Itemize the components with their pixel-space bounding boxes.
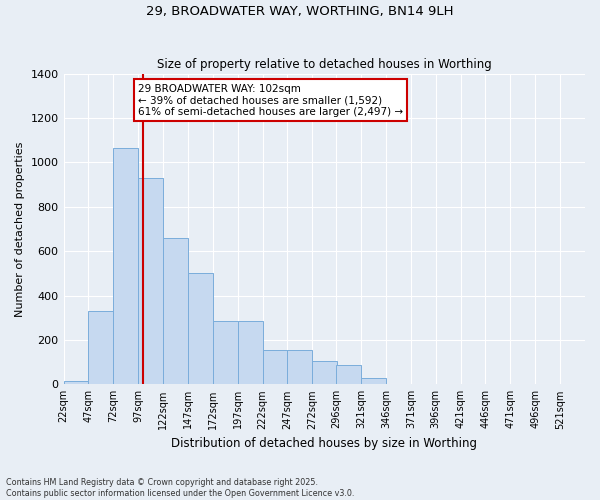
Bar xyxy=(113,148,138,384)
Text: 29, BROADWATER WAY, WORTHING, BN14 9LH: 29, BROADWATER WAY, WORTHING, BN14 9LH xyxy=(146,5,454,18)
Text: 29 BROADWATER WAY: 102sqm
← 39% of detached houses are smaller (1,592)
61% of se: 29 BROADWATER WAY: 102sqm ← 39% of detac… xyxy=(138,84,403,116)
Bar xyxy=(238,321,263,384)
Bar xyxy=(287,350,313,384)
Bar xyxy=(88,311,113,384)
Bar xyxy=(263,350,287,384)
Bar xyxy=(188,274,213,384)
Y-axis label: Number of detached properties: Number of detached properties xyxy=(15,141,25,316)
Text: Contains HM Land Registry data © Crown copyright and database right 2025.
Contai: Contains HM Land Registry data © Crown c… xyxy=(6,478,355,498)
X-axis label: Distribution of detached houses by size in Worthing: Distribution of detached houses by size … xyxy=(171,437,477,450)
Bar xyxy=(64,381,88,384)
Bar xyxy=(361,378,386,384)
Title: Size of property relative to detached houses in Worthing: Size of property relative to detached ho… xyxy=(157,58,491,71)
Bar xyxy=(163,238,188,384)
Bar xyxy=(213,321,238,384)
Bar xyxy=(336,366,361,384)
Bar xyxy=(313,361,337,384)
Bar xyxy=(138,178,163,384)
